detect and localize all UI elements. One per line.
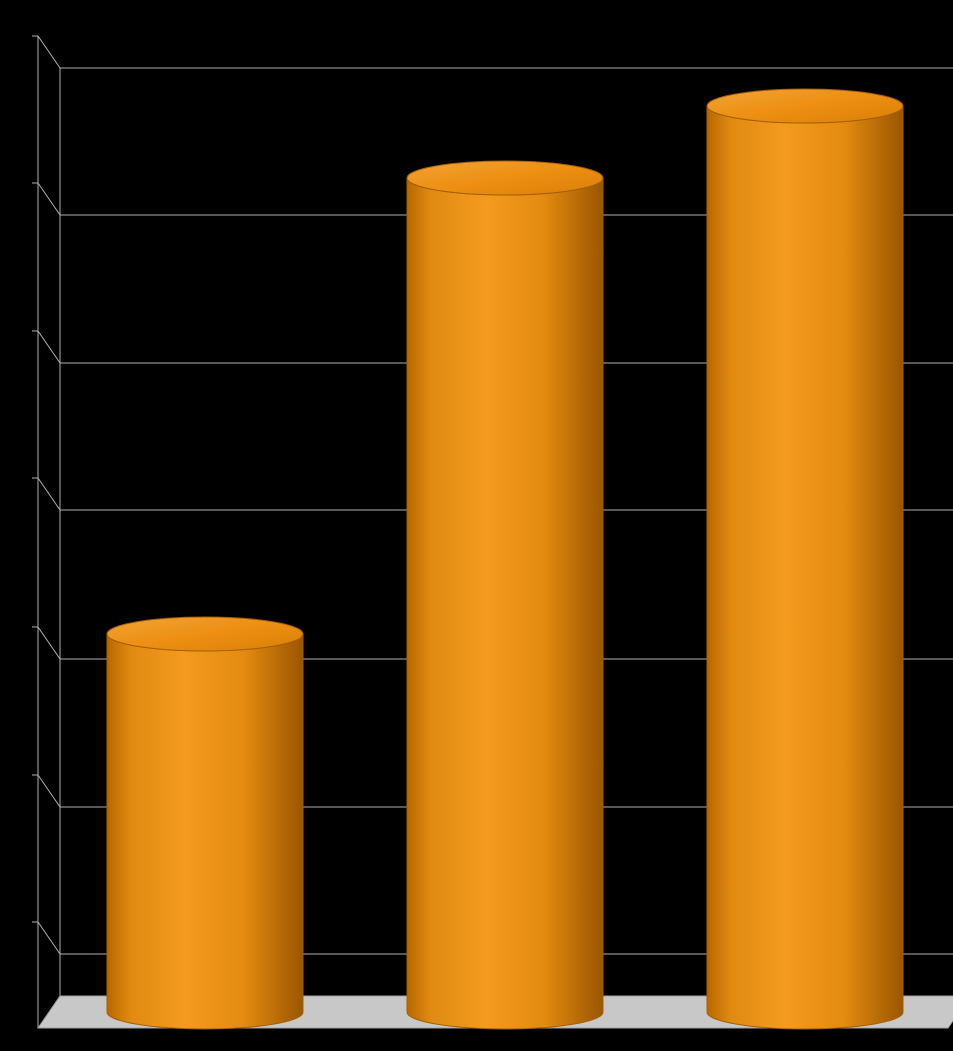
cylinder-bar-chart [0,0,953,1051]
chart-svg [0,0,953,1051]
